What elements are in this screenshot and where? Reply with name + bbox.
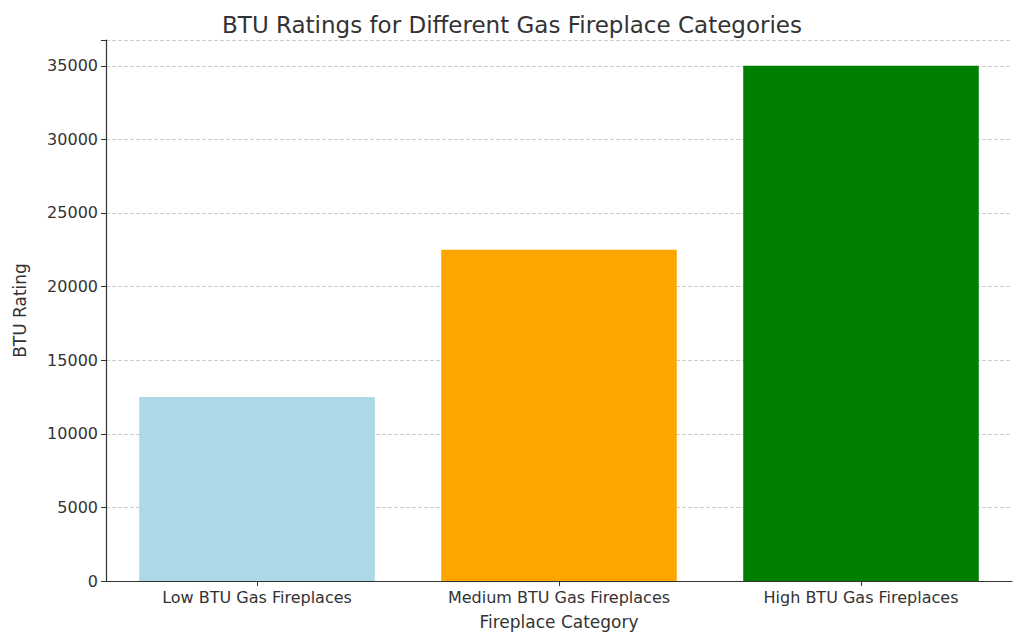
svg-text:30000: 30000 [47, 130, 98, 149]
svg-text:BTU Rating: BTU Rating [10, 263, 30, 358]
svg-text:20000: 20000 [47, 277, 98, 296]
svg-text:BTU Ratings for Different Gas: BTU Ratings for Different Gas Fireplace … [222, 12, 802, 38]
svg-text:Low BTU Gas Fireplaces: Low BTU Gas Fireplaces [162, 588, 352, 607]
svg-text:5000: 5000 [57, 498, 98, 517]
svg-text:Fireplace Category: Fireplace Category [479, 612, 638, 632]
svg-text:15000: 15000 [47, 351, 98, 370]
svg-text:High BTU Gas Fireplaces: High BTU Gas Fireplaces [764, 588, 959, 607]
svg-text:25000: 25000 [47, 203, 98, 222]
svg-text:0: 0 [88, 572, 98, 591]
svg-text:Medium BTU Gas Fireplaces: Medium BTU Gas Fireplaces [448, 588, 670, 607]
svg-text:35000: 35000 [47, 56, 98, 75]
svg-text:10000: 10000 [47, 424, 98, 443]
